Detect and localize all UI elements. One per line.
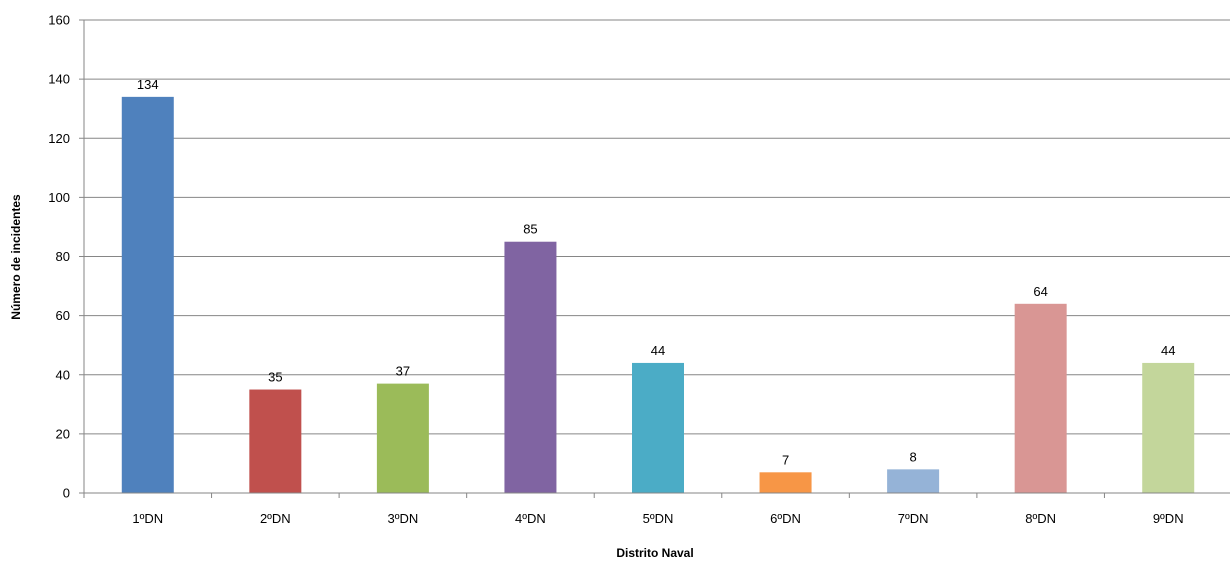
y-tick-label: 20 <box>56 426 70 441</box>
axes: 0 20 40 60 80 100 120 140 160 1ºDN 2ºDN 3ºDN 4ºDN 5ºD… <box>48 13 1230 526</box>
bar <box>632 362 684 493</box>
y-tick-label: 60 <box>56 308 70 323</box>
data-label: 44 <box>1161 343 1175 358</box>
y-tick-label: 100 <box>48 190 70 205</box>
data-label: 7 <box>782 452 789 467</box>
y-tick-label: 120 <box>48 131 70 146</box>
x-tick-label: 6ºDN <box>770 511 801 526</box>
bar <box>1142 362 1195 493</box>
data-label: 35 <box>268 370 282 385</box>
data-label: 85 <box>523 222 537 237</box>
bar <box>887 469 940 493</box>
bar <box>1014 303 1067 493</box>
y-tick-label: 140 <box>48 72 70 87</box>
bar <box>376 383 429 493</box>
x-tick-label: 9ºDN <box>1153 511 1184 526</box>
x-tick-label: 8ºDN <box>1025 511 1056 526</box>
x-tick-label: 2ºDN <box>260 511 291 526</box>
bars <box>121 96 1195 494</box>
y-tick-label: 80 <box>56 249 70 264</box>
y-tick-label: 0 <box>63 486 70 501</box>
x-axis-title: Distrito Naval <box>616 546 693 560</box>
y-axis-title: Número de incidentes <box>9 194 23 320</box>
x-tick-label: 5ºDN <box>643 511 674 526</box>
data-label: 134 <box>137 77 159 92</box>
data-label: 44 <box>651 343 665 358</box>
data-label: 37 <box>396 364 410 379</box>
bar <box>504 241 557 493</box>
y-tick-label: 40 <box>56 367 70 382</box>
y-tick-label: 160 <box>48 13 70 28</box>
x-tick-label: 1ºDN <box>132 511 163 526</box>
data-labels: 134 35 37 85 44 7 8 64 44 <box>137 77 1176 467</box>
data-label: 64 <box>1033 284 1047 299</box>
gridlines <box>84 19 1230 435</box>
x-tick-label: 4ºDN <box>515 511 546 526</box>
bar <box>759 472 812 493</box>
bar <box>249 389 302 493</box>
x-tick-label: 7ºDN <box>898 511 929 526</box>
bar <box>121 96 174 494</box>
data-label: 8 <box>909 449 916 464</box>
x-tick-label: 3ºDN <box>388 511 419 526</box>
